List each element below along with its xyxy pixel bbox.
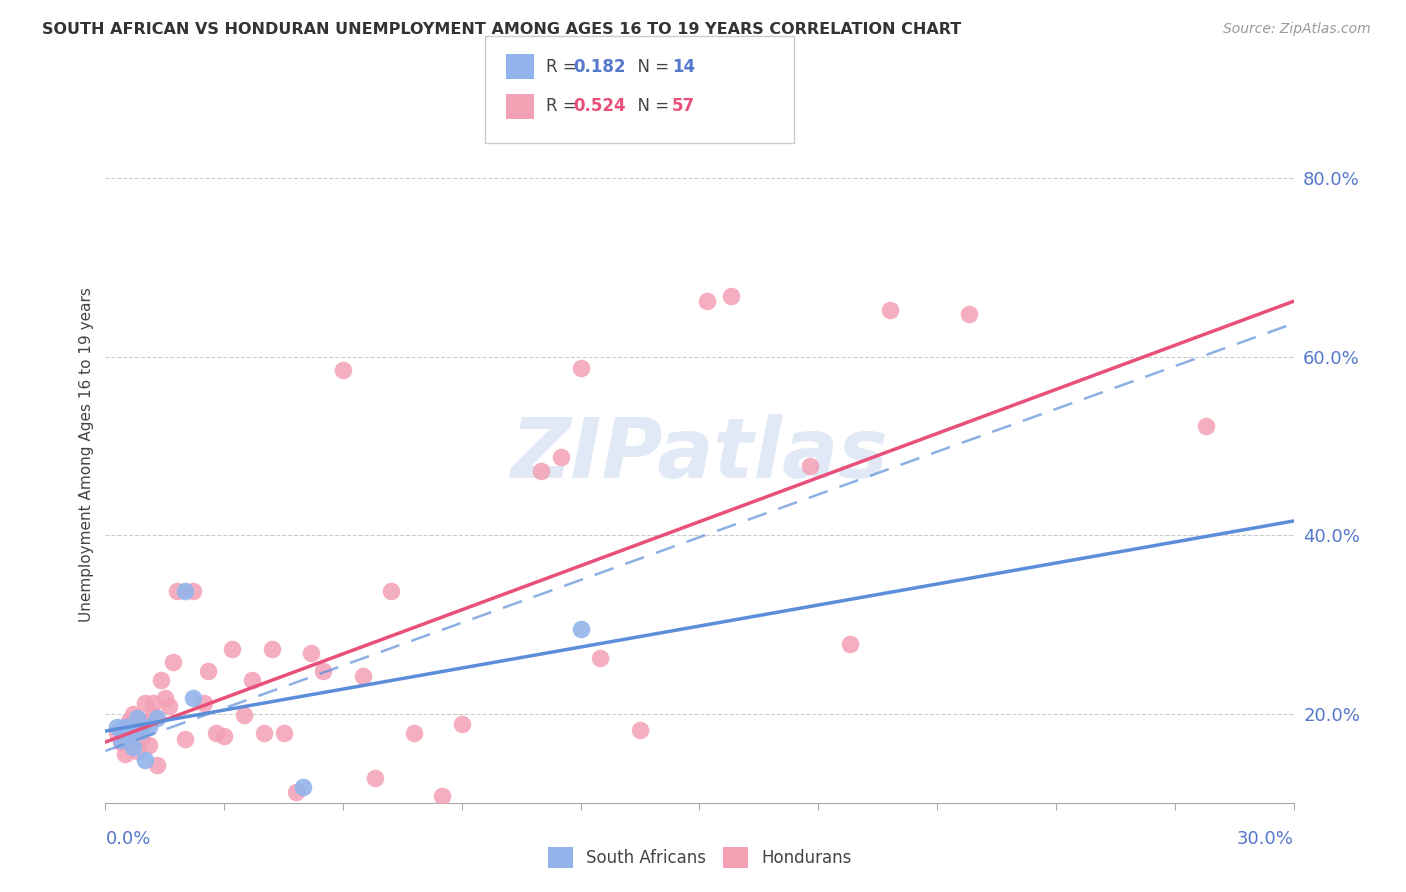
Text: R =: R = <box>546 97 582 115</box>
Point <box>166 583 188 598</box>
Point <box>450 717 472 731</box>
Point <box>134 753 156 767</box>
Point <box>110 733 132 747</box>
Point <box>122 706 145 721</box>
Point <box>129 731 152 746</box>
Point <box>129 724 152 739</box>
Point <box>510 815 533 830</box>
Point <box>299 646 322 660</box>
Point <box>127 744 149 758</box>
Point <box>1195 419 1218 434</box>
Point <box>404 726 426 740</box>
Point <box>839 637 862 651</box>
Point <box>696 294 718 309</box>
Point <box>720 289 742 303</box>
Text: Source: ZipAtlas.com: Source: ZipAtlas.com <box>1223 22 1371 37</box>
Point <box>471 815 494 830</box>
Point <box>193 696 215 710</box>
Point <box>380 583 402 598</box>
Point <box>181 690 204 705</box>
Point <box>138 738 160 752</box>
Y-axis label: Unemployment Among Ages 16 to 19 years: Unemployment Among Ages 16 to 19 years <box>79 287 94 623</box>
Point <box>569 622 592 636</box>
Point <box>221 642 243 657</box>
Point <box>352 669 374 683</box>
Text: N =: N = <box>627 58 675 76</box>
Point <box>332 363 354 377</box>
Point <box>134 714 156 728</box>
Point <box>364 771 387 785</box>
Point <box>118 726 141 740</box>
Point <box>105 720 128 734</box>
Point <box>957 307 980 321</box>
Point <box>122 740 145 755</box>
Point <box>799 458 821 473</box>
Point <box>260 642 283 657</box>
Point <box>146 711 169 725</box>
Point <box>162 655 184 669</box>
Point <box>105 726 128 740</box>
Point <box>138 720 160 734</box>
Text: SOUTH AFRICAN VS HONDURAN UNEMPLOYMENT AMONG AGES 16 TO 19 YEARS CORRELATION CHA: SOUTH AFRICAN VS HONDURAN UNEMPLOYMENT A… <box>42 22 962 37</box>
Point <box>146 758 169 772</box>
Point <box>205 726 228 740</box>
Point <box>628 723 651 737</box>
Text: 57: 57 <box>672 97 695 115</box>
Point <box>292 780 315 794</box>
Point <box>284 785 307 799</box>
Point <box>127 711 149 725</box>
Legend: South Africans, Hondurans: South Africans, Hondurans <box>541 841 858 874</box>
Point <box>530 464 553 478</box>
Text: 14: 14 <box>672 58 695 76</box>
Point <box>127 723 149 737</box>
Point <box>550 450 572 464</box>
Text: 0.182: 0.182 <box>574 58 626 76</box>
Point <box>240 673 263 687</box>
Text: 0.0%: 0.0% <box>105 830 150 847</box>
Point <box>430 789 453 803</box>
Point <box>110 735 132 749</box>
Point <box>569 360 592 375</box>
Point <box>173 583 195 598</box>
Text: ZIPatlas: ZIPatlas <box>510 415 889 495</box>
Point <box>181 583 204 598</box>
Point <box>312 664 335 678</box>
Point <box>122 723 145 737</box>
Point <box>879 303 901 318</box>
Point <box>589 651 612 665</box>
Text: 0.524: 0.524 <box>574 97 626 115</box>
Point <box>134 696 156 710</box>
Point <box>142 696 165 710</box>
Point <box>214 729 236 743</box>
Point <box>114 720 136 734</box>
Point <box>153 690 176 705</box>
Point <box>173 731 195 746</box>
Text: 30.0%: 30.0% <box>1237 830 1294 847</box>
Point <box>114 747 136 761</box>
Point <box>197 664 219 678</box>
Point <box>114 731 136 746</box>
Point <box>118 714 141 728</box>
Point <box>233 708 256 723</box>
Point <box>157 699 180 714</box>
Point <box>253 726 276 740</box>
Text: N =: N = <box>627 97 675 115</box>
Text: R =: R = <box>546 58 582 76</box>
Point <box>273 726 295 740</box>
Point <box>142 708 165 723</box>
Point <box>149 673 172 687</box>
